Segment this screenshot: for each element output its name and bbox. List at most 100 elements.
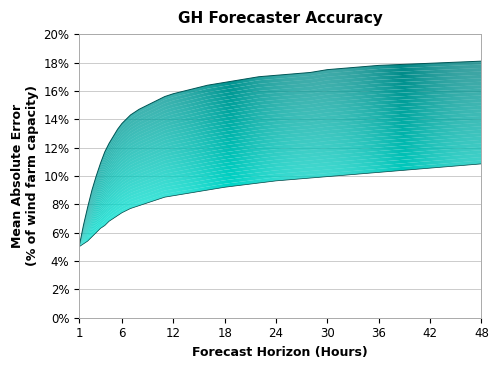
- Polygon shape: [441, 98, 442, 101]
- Polygon shape: [415, 99, 416, 102]
- Polygon shape: [402, 149, 403, 153]
- Polygon shape: [263, 76, 264, 80]
- Polygon shape: [227, 92, 228, 96]
- Polygon shape: [91, 192, 92, 198]
- Polygon shape: [186, 190, 188, 194]
- Polygon shape: [284, 81, 286, 85]
- Polygon shape: [182, 180, 184, 184]
- Polygon shape: [203, 180, 204, 184]
- Polygon shape: [470, 127, 472, 130]
- Polygon shape: [448, 94, 450, 97]
- Polygon shape: [96, 222, 97, 225]
- Polygon shape: [234, 112, 235, 116]
- Polygon shape: [193, 189, 194, 192]
- Polygon shape: [89, 226, 90, 229]
- Polygon shape: [398, 114, 399, 118]
- Polygon shape: [91, 224, 92, 227]
- Polygon shape: [403, 145, 404, 149]
- Polygon shape: [243, 160, 244, 164]
- Polygon shape: [392, 100, 393, 104]
- Polygon shape: [215, 105, 216, 108]
- Polygon shape: [134, 134, 136, 138]
- Polygon shape: [396, 167, 397, 171]
- Polygon shape: [476, 95, 478, 99]
- Polygon shape: [435, 143, 436, 147]
- Polygon shape: [404, 110, 405, 114]
- Polygon shape: [219, 139, 220, 143]
- Polygon shape: [280, 142, 281, 145]
- Polygon shape: [260, 154, 261, 158]
- Polygon shape: [398, 111, 399, 114]
- Polygon shape: [238, 133, 239, 137]
- Polygon shape: [232, 98, 233, 102]
- Polygon shape: [257, 176, 258, 180]
- Polygon shape: [408, 166, 409, 170]
- Polygon shape: [190, 100, 191, 104]
- Polygon shape: [398, 100, 399, 104]
- Polygon shape: [480, 150, 482, 154]
- Polygon shape: [150, 110, 152, 114]
- Polygon shape: [79, 245, 80, 247]
- Polygon shape: [172, 155, 174, 158]
- Polygon shape: [411, 82, 412, 85]
- Polygon shape: [440, 63, 441, 66]
- Polygon shape: [308, 157, 310, 161]
- Polygon shape: [424, 105, 425, 109]
- Polygon shape: [438, 101, 439, 105]
- Polygon shape: [120, 201, 122, 205]
- Polygon shape: [464, 114, 466, 117]
- Polygon shape: [215, 112, 216, 115]
- Polygon shape: [363, 124, 364, 127]
- Polygon shape: [97, 215, 98, 218]
- Polygon shape: [237, 119, 238, 122]
- Polygon shape: [166, 99, 168, 102]
- Polygon shape: [92, 229, 93, 232]
- Polygon shape: [198, 132, 199, 136]
- Polygon shape: [435, 147, 436, 150]
- Polygon shape: [456, 65, 458, 69]
- Polygon shape: [300, 87, 302, 91]
- Polygon shape: [425, 148, 426, 151]
- Polygon shape: [401, 153, 402, 157]
- Polygon shape: [442, 143, 443, 146]
- Polygon shape: [286, 148, 288, 152]
- Polygon shape: [439, 84, 440, 87]
- Polygon shape: [134, 159, 136, 163]
- Polygon shape: [406, 107, 407, 110]
- Polygon shape: [82, 240, 83, 243]
- Polygon shape: [415, 159, 416, 162]
- Polygon shape: [456, 131, 458, 135]
- Polygon shape: [233, 141, 234, 144]
- Polygon shape: [257, 158, 258, 162]
- Polygon shape: [452, 145, 454, 149]
- Polygon shape: [184, 125, 186, 129]
- Polygon shape: [403, 110, 404, 114]
- Polygon shape: [280, 107, 281, 110]
- Polygon shape: [130, 114, 132, 118]
- Polygon shape: [420, 155, 421, 158]
- Polygon shape: [250, 127, 251, 131]
- Polygon shape: [255, 95, 256, 98]
- Polygon shape: [134, 178, 136, 182]
- Polygon shape: [160, 165, 162, 169]
- Polygon shape: [228, 176, 229, 180]
- Polygon shape: [194, 133, 195, 137]
- Polygon shape: [94, 221, 95, 224]
- Polygon shape: [389, 118, 390, 122]
- Polygon shape: [370, 112, 371, 116]
- Polygon shape: [398, 97, 399, 100]
- Polygon shape: [212, 105, 213, 109]
- Polygon shape: [371, 112, 372, 116]
- Polygon shape: [304, 98, 306, 101]
- Polygon shape: [234, 179, 235, 182]
- Polygon shape: [199, 122, 200, 125]
- Polygon shape: [158, 186, 160, 189]
- Polygon shape: [435, 108, 436, 112]
- Polygon shape: [348, 157, 350, 161]
- Polygon shape: [267, 111, 268, 115]
- Polygon shape: [242, 157, 243, 161]
- Polygon shape: [370, 73, 371, 77]
- Polygon shape: [83, 243, 84, 244]
- Polygon shape: [228, 96, 229, 99]
- Polygon shape: [110, 150, 112, 155]
